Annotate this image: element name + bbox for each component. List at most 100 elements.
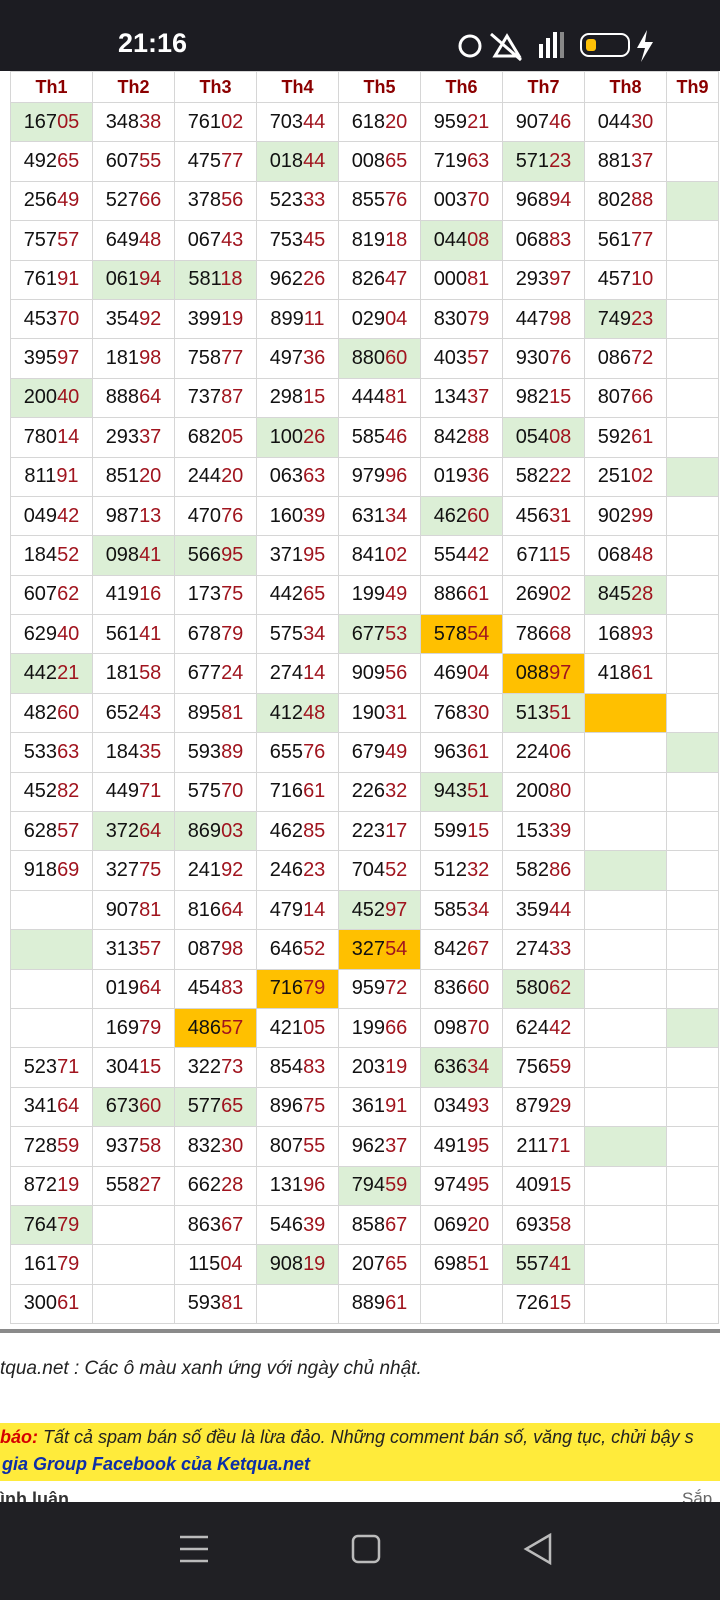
table-cell: 84528 [584, 574, 667, 616]
number-tail: 67 [221, 1213, 244, 1236]
number-head: 008 [351, 150, 386, 173]
table-cell [666, 614, 719, 655]
table-cell [666, 968, 719, 1009]
lottery-number: 00865 [352, 150, 408, 172]
number-tail: 37 [631, 150, 654, 173]
table-cell: 58286 [502, 850, 585, 891]
table-cell: 67724 [174, 653, 257, 694]
lottery-number: 44481 [352, 386, 408, 408]
table-cell: 80755 [256, 1126, 339, 1167]
number-head: 566 [187, 543, 222, 566]
number-head: 554 [433, 543, 468, 566]
lottery-number: 49736 [270, 347, 326, 369]
number-head: 858 [351, 1213, 386, 1236]
number-head: 757 [23, 228, 58, 251]
number-tail: 55 [139, 150, 162, 173]
table-cell: 89911 [256, 298, 339, 340]
number-head: 578 [433, 622, 468, 645]
number-head: 462 [433, 504, 468, 527]
lottery-number: 16039 [270, 505, 326, 527]
table-cell: 88961 [338, 1283, 421, 1325]
number-tail: 94 [139, 268, 162, 291]
table-cell [584, 929, 667, 970]
number-head: 207 [351, 1253, 386, 1276]
lottery-number: 20080 [516, 780, 572, 802]
lottery-number: 06920 [434, 1214, 490, 1236]
number-head: 682 [187, 425, 222, 448]
lottery-number: 72615 [516, 1292, 572, 1314]
table-cell: 93758 [92, 1126, 175, 1167]
number-head: 063 [269, 465, 304, 488]
table-cell: 09870 [420, 1007, 503, 1049]
number-head: 943 [433, 780, 468, 803]
table-cell: 60762 [10, 574, 93, 616]
lottery-number: 36191 [352, 1095, 408, 1117]
number-head: 269 [515, 583, 550, 606]
number-tail: 82 [57, 780, 80, 803]
lottery-number: 73787 [188, 386, 244, 408]
number-head: 418 [597, 662, 632, 685]
table-cell: 56141 [92, 614, 175, 655]
lottery-number: 88060 [352, 347, 408, 369]
number-head: 896 [269, 1095, 304, 1118]
number-tail: 66 [139, 189, 162, 212]
table-cell: 85576 [338, 180, 421, 222]
number-tail: 30 [467, 701, 490, 724]
lottery-number: 04942 [24, 505, 80, 527]
table-cell: 78668 [502, 614, 585, 655]
table-cell: 41248 [256, 692, 339, 734]
table-row: 76479 86367 54639 85867 06920 69358 [10, 1204, 719, 1246]
number-head: 918 [23, 859, 58, 882]
table-cell: 45631 [502, 495, 585, 537]
lottery-number: 29815 [270, 386, 326, 408]
number-tail: 91 [57, 268, 80, 291]
number-tail: 47 [385, 268, 408, 291]
number-head: 452 [351, 898, 386, 921]
number-tail: 44 [549, 898, 572, 921]
table-cell [10, 929, 93, 970]
number-tail: 48 [631, 543, 654, 566]
lottery-number: 78014 [24, 426, 80, 448]
number-tail: 14 [303, 662, 326, 685]
table-cell [584, 1047, 667, 1088]
lottery-number: 49265 [24, 150, 80, 172]
number-head: 982 [515, 386, 550, 409]
table-cell: 59389 [174, 732, 257, 773]
lottery-number: 89581 [188, 702, 244, 724]
lottery-number: 90746 [516, 111, 572, 133]
number-tail: 75 [221, 583, 244, 606]
number-tail: 17 [385, 819, 408, 842]
table-cell: 46285 [256, 811, 339, 852]
number-head: 298 [269, 386, 304, 409]
sort-button[interactable]: Sắp x [682, 1489, 713, 1502]
lottery-number: 22406 [516, 741, 572, 763]
table-cell: 75757 [10, 220, 93, 261]
number-head: 087 [187, 937, 222, 960]
number-head: 726 [515, 1292, 550, 1315]
number-tail: 51 [549, 701, 572, 724]
table-cell: 78014 [10, 417, 93, 458]
table-cell: 45370 [10, 298, 93, 340]
number-head: 872 [23, 1174, 58, 1197]
table-row: 45370 35492 39919 89911 02904 83079 44798 74923 [10, 298, 719, 340]
table-cell: 15339 [502, 811, 585, 852]
column-header: Th1 [10, 71, 93, 103]
lottery-number: 67115 [516, 544, 570, 566]
lottery-number: 98215 [516, 386, 572, 408]
number-tail: 23 [303, 859, 326, 882]
lottery-number: 65243 [106, 702, 162, 724]
number-tail: 76 [549, 347, 572, 370]
lottery-number: 19966 [352, 1017, 408, 1039]
table-cell: 18435 [92, 732, 175, 773]
lottery-number: 68205 [188, 426, 244, 448]
table-cell: 58534 [420, 889, 503, 931]
table-cell: 56695 [174, 535, 257, 576]
number-tail: 40 [57, 386, 80, 409]
table-cell [666, 220, 719, 261]
number-head: 716 [269, 780, 304, 803]
number-head: 582 [515, 859, 550, 882]
number-head: 677 [187, 662, 222, 685]
table-cell: 30415 [92, 1047, 175, 1088]
lottery-number: 22632 [352, 780, 408, 802]
group-link[interactable]: gia Group Facebook của Ketqua.net [2, 1454, 311, 1474]
